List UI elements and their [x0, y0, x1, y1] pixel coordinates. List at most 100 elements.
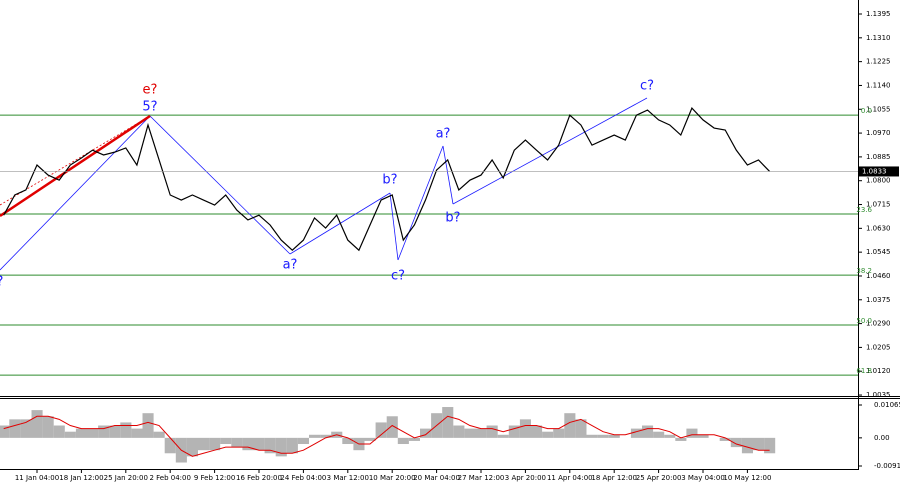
histogram-bar: [309, 434, 321, 438]
histogram-bar: [275, 437, 287, 457]
price-line: [3, 107, 771, 252]
y-tick-label: 1.1225: [866, 58, 891, 66]
histogram-bar: [642, 425, 654, 438]
histogram-bar: [597, 434, 609, 438]
histogram-bar: [375, 422, 387, 438]
x-tick-label: 27 Mar 12:00: [458, 474, 505, 482]
y-tick-label: 1.0205: [866, 343, 891, 351]
trend-line: [0, 114, 151, 218]
histogram-bar: [9, 419, 21, 438]
y-tick-label: 0.00: [874, 434, 890, 442]
level-label: 23.6: [856, 206, 872, 214]
histogram-bar: [764, 437, 776, 454]
y-tick-label: 1.0715: [866, 201, 891, 209]
histogram-bar: [397, 437, 409, 445]
x-tick-label: 18 Jan 12:00: [59, 474, 103, 482]
current-price-label: 1.0833: [862, 167, 887, 175]
histogram-bar: [297, 437, 309, 445]
histogram-bar: [31, 410, 43, 438]
histogram-bar: [87, 428, 99, 438]
wave-label: 5?: [142, 100, 157, 115]
y-tick-label: 1.0545: [866, 248, 891, 256]
histogram-bar: [142, 413, 154, 438]
wave-label: a?: [283, 258, 298, 273]
level-label: 38.2: [856, 267, 872, 275]
histogram-bar: [675, 437, 687, 441]
x-tick-label: 24 Feb 04:00: [280, 474, 326, 482]
histogram-bar: [686, 428, 698, 438]
histogram-bar: [408, 437, 420, 441]
x-tick-label: 18 Apr 12:00: [591, 474, 637, 482]
histogram-bar: [586, 434, 598, 438]
histogram-bar: [53, 425, 65, 438]
x-tick-label: 11 Jan 04:00: [15, 474, 59, 482]
histogram-bar: [453, 425, 465, 438]
wave-label: c?: [391, 269, 405, 284]
level-label: 61.8: [856, 367, 872, 375]
histogram-bar: [653, 431, 665, 438]
wave-label: e?: [143, 83, 158, 98]
x-tick-label: 10 Mar 20:00: [369, 474, 416, 482]
histogram-bar: [420, 428, 432, 438]
histogram-bar: [220, 437, 232, 445]
histogram-bar: [464, 428, 476, 438]
histogram-bar: [553, 428, 565, 438]
y-tick-label: 1.1310: [866, 34, 891, 42]
histogram-bar: [209, 437, 221, 451]
x-tick-label: 25 Jan 20:00: [104, 474, 148, 482]
histogram-bar: [109, 425, 121, 438]
histogram-bar: [64, 431, 76, 438]
x-tick-label: 9 Feb 12:00: [194, 474, 235, 482]
histogram-bar: [664, 434, 676, 438]
y-tick-label: 0.01065: [874, 401, 900, 409]
histogram-bar: [164, 437, 176, 454]
histogram-bar: [286, 437, 298, 454]
x-tick-label: 3 Apr 20:00: [505, 474, 546, 482]
y-tick-label: 1.1395: [866, 10, 891, 18]
y-tick-label: 1.1140: [866, 81, 891, 89]
histogram-bar: [719, 437, 731, 441]
x-tick-label: 25 Apr 20:00: [636, 474, 682, 482]
histogram-bar: [741, 437, 753, 454]
histogram-bar: [186, 437, 198, 457]
histogram-bar: [442, 407, 454, 438]
wave-line: [0, 115, 151, 271]
wave-label: b?: [445, 211, 460, 226]
level-label: 0.0: [861, 107, 872, 115]
histogram-bar: [242, 437, 254, 451]
wave-label: ?: [0, 275, 3, 290]
level-label: 50.0: [856, 317, 872, 325]
x-tick-label: 11 Apr 04:00: [547, 474, 593, 482]
histogram-bar: [364, 437, 376, 441]
histogram-bar: [753, 437, 765, 451]
histogram-bar: [42, 416, 54, 438]
x-tick-label: 2 Feb 04:00: [149, 474, 190, 482]
y-tick-label: 1.0885: [866, 153, 891, 161]
y-tick-label: -0.00913: [874, 462, 900, 470]
histogram-bar: [508, 425, 520, 438]
x-tick-label: 20 Mar 04:00: [413, 474, 460, 482]
y-tick-label: 1.0375: [866, 296, 891, 304]
histogram-bar: [0, 425, 10, 438]
wave-label: c?: [640, 79, 654, 94]
histogram-bar: [608, 434, 620, 438]
current-price-box: [859, 166, 899, 177]
y-tick-label: 1.0290: [866, 320, 891, 328]
histogram-bar: [320, 434, 332, 438]
histogram-bar: [575, 419, 587, 438]
y-tick-label: 1.0630: [866, 224, 891, 232]
histogram-bar: [386, 416, 398, 438]
x-tick-label: 16 Feb 20:00: [236, 474, 282, 482]
wave-line: [442, 145, 454, 205]
wave-label: a?: [436, 127, 451, 142]
histogram-bar: [564, 413, 576, 438]
wave-line: [397, 145, 444, 261]
histogram-bar: [630, 428, 642, 438]
histogram-bar: [475, 428, 487, 438]
histogram-bar: [264, 437, 276, 454]
wave-line: [149, 115, 291, 255]
y-tick-label: 1.0120: [866, 367, 891, 375]
wave-line: [452, 97, 648, 205]
